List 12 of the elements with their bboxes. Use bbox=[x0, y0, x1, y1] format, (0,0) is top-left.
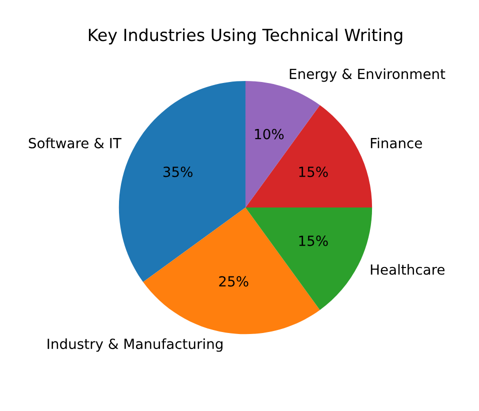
data-label: 35% bbox=[163, 166, 192, 178]
data-label: 10% bbox=[255, 128, 284, 140]
slice-label: Healthcare bbox=[370, 264, 445, 275]
slice-label: Finance bbox=[370, 138, 422, 148]
chart-title: Key Industries Using Technical Writing bbox=[88, 28, 402, 44]
data-label: 25% bbox=[219, 276, 248, 287]
slice-label: Energy & Environment bbox=[290, 68, 446, 82]
data-label: 15% bbox=[299, 166, 328, 178]
slice-label: Software & IT bbox=[28, 138, 122, 148]
data-label: 15% bbox=[299, 236, 328, 246]
slice-label: Industry & Manufacturing bbox=[48, 338, 222, 352]
pie-slice bbox=[245, 105, 372, 208]
